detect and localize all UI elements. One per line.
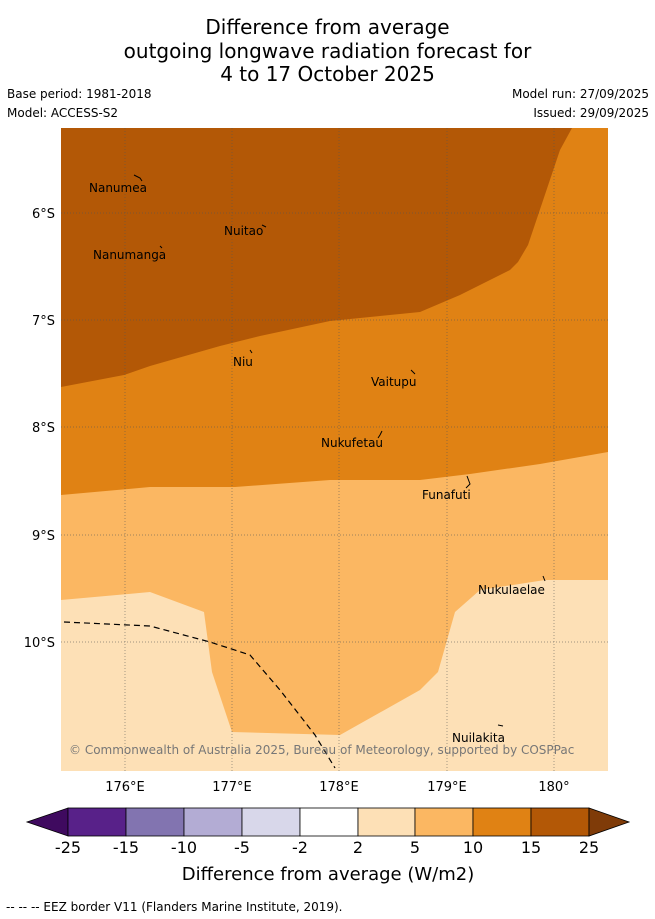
island-label-nanumanga: Nanumanga xyxy=(93,248,166,262)
eez-legend-note: -- -- -- EEZ border V11 (Flanders Marine… xyxy=(6,900,343,914)
graticule xyxy=(61,128,608,771)
title-line-3: 4 to 17 October 2025 xyxy=(220,62,435,86)
lat-label-7s: 7°S xyxy=(32,314,55,329)
colorbar-segment xyxy=(241,807,301,837)
colorbar-tick: -2 xyxy=(292,838,308,857)
lat-label-6s: 6°S xyxy=(32,207,55,222)
eez-border xyxy=(63,621,336,769)
lon-label-177e: 177°E xyxy=(212,780,252,795)
island-label-nuitao: Nuitao xyxy=(224,224,263,238)
colorbar-segment xyxy=(125,807,185,837)
colorbar-segment xyxy=(183,807,243,837)
colorbar-extend-high xyxy=(588,807,631,837)
island-label-nuilakita: Nuilakita xyxy=(452,731,505,745)
colorbar-tick: 2 xyxy=(353,838,363,857)
colorbar xyxy=(25,807,631,837)
colorbar-tick: -25 xyxy=(55,838,81,857)
colorbar-segment xyxy=(530,807,590,837)
colorbar-segment xyxy=(299,807,359,837)
island-label-niu: Niu xyxy=(233,355,253,369)
colorbar-label: Difference from average (W/m2) xyxy=(182,864,474,885)
lat-label-10s: 10°S xyxy=(24,636,55,651)
lon-label-178e: 178°E xyxy=(319,780,359,795)
colorbar-tick: 15 xyxy=(521,838,541,857)
island-label-nanumea: Nanumea xyxy=(89,181,147,195)
lon-label-180: 180° xyxy=(538,780,569,795)
colorbar-segment xyxy=(357,807,416,837)
model-name: Model: ACCESS-S2 xyxy=(7,106,119,120)
title-line-1: Difference from average xyxy=(205,15,450,39)
colorbar-segment xyxy=(472,807,532,837)
lon-label-179e: 179°E xyxy=(427,780,467,795)
colorbar-segment xyxy=(414,807,474,837)
title-line-2: outgoing longwave radiation forecast for xyxy=(123,38,532,63)
colorbar-segment xyxy=(67,807,127,837)
lat-label-9s: 9°S xyxy=(32,529,55,544)
colorbar-tick: -5 xyxy=(234,838,250,857)
base-period: Base period: 1981-2018 xyxy=(7,87,152,101)
lon-label-176e: 176°E xyxy=(105,780,145,795)
island-label-funafuti: Funafuti xyxy=(422,488,471,502)
colorbar-tick: -10 xyxy=(171,838,197,857)
chart-title: Difference from average outgoing longwav… xyxy=(0,15,655,87)
colorbar-tick: 25 xyxy=(579,838,599,857)
colorbar-tick: 5 xyxy=(410,838,420,857)
colorbar-tick: -15 xyxy=(113,838,139,857)
issued-date: Issued: 29/09/2025 xyxy=(533,106,649,120)
lat-label-8s: 8°S xyxy=(32,421,55,436)
colorbar-extend-low xyxy=(25,807,69,837)
island-label-nukufetau: Nukufetau xyxy=(321,436,383,450)
colorbar-tick: 10 xyxy=(463,838,483,857)
model-run: Model run: 27/09/2025 xyxy=(511,87,649,101)
contour-15-25 xyxy=(61,128,572,387)
copyright-notice: © Commonwealth of Australia 2025, Bureau… xyxy=(69,743,574,757)
island-shapes xyxy=(133,174,546,727)
island-label-vaitupu: Vaitupu xyxy=(371,375,417,389)
map-area: Nanumea Nuitao Nanumanga Niu Vaitupu Nuk… xyxy=(61,128,608,771)
island-label-nukulaelae: Nukulaelae xyxy=(478,583,545,597)
